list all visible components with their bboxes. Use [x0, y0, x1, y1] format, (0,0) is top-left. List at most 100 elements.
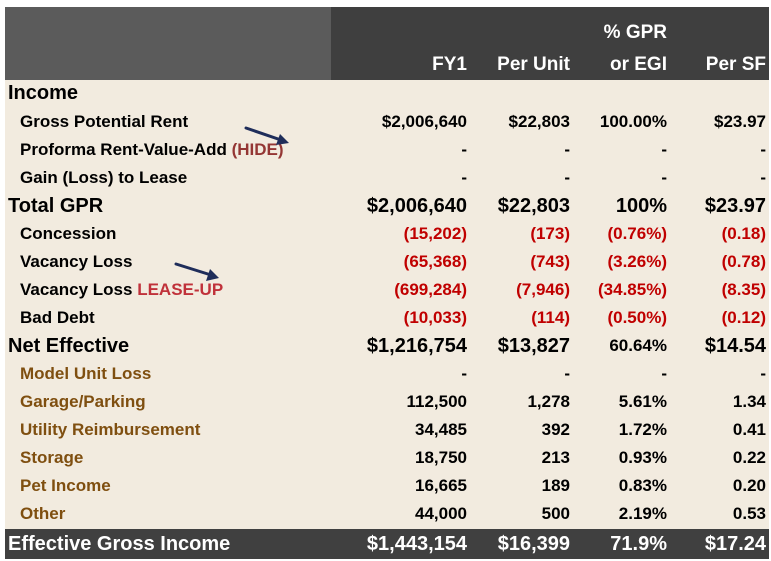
fy1-value: $2,006,640: [366, 195, 467, 217]
fy1-value: -: [461, 140, 467, 159]
section-row-income: Income: [5, 79, 769, 107]
per-unit-value: 500: [541, 504, 570, 523]
row-label: Gain (Loss) to Lease: [20, 168, 188, 187]
per-unit-value: $22,803: [508, 112, 570, 131]
row-label: Total GPR: [8, 195, 104, 217]
row-label: Concession: [20, 224, 117, 243]
pct-value: (0.50%): [607, 308, 667, 327]
per-unit-value: (7,946): [516, 280, 570, 299]
column-header-fy1: FY1: [432, 54, 467, 75]
table-row: Concession (15,202) (173) (0.76%) (0.18): [5, 220, 769, 248]
fy1-value: $1,216,754: [366, 335, 467, 357]
column-header-gpr-line2: or EGI: [609, 54, 667, 75]
total-row: Net Effective $1,216,754 $13,827 60.64% …: [5, 332, 769, 360]
column-header-per-sf: Per SF: [705, 54, 766, 75]
fy1-value: 34,485: [415, 420, 467, 439]
table-row: Model Unit Loss - - - -: [5, 360, 769, 388]
per-sf-value: -: [760, 140, 766, 159]
row-label: Effective Gross Income: [8, 533, 231, 555]
per-unit-value: (114): [531, 308, 570, 327]
fy1-value: $2,006,640: [381, 112, 467, 131]
pct-value: 100.00%: [599, 112, 667, 131]
column-header-gpr-line1: % GPR: [603, 22, 667, 43]
per-sf-value: 0.53: [732, 504, 766, 523]
table-row: Storage 18,750 213 0.93% 0.22: [5, 444, 769, 472]
pct-value: 60.64%: [609, 336, 667, 355]
pct-value: -: [661, 168, 667, 187]
row-label: Storage: [20, 448, 84, 467]
per-unit-value: (743): [530, 252, 570, 271]
row-label: Gross Potential Rent: [20, 112, 189, 131]
pct-value: 1.72%: [618, 420, 667, 439]
table-row: Vacancy Loss LEASE-UP (699,284) (7,946) …: [5, 276, 769, 304]
pct-value: 0.83%: [618, 476, 667, 495]
annotation-arrow-icon: [174, 262, 219, 281]
table-row: Proforma Rent-Value-Add (HIDE) - - - -: [5, 136, 769, 164]
row-label: Bad Debt: [20, 308, 95, 327]
fy1-value: 44,000: [415, 504, 467, 523]
row-label: Net Effective: [8, 335, 130, 357]
fy1-value: (65,368): [403, 252, 467, 271]
per-unit-value: $13,827: [497, 335, 570, 357]
table-row: Vacancy Loss (65,368) (743) (3.26%) (0.7…: [5, 248, 769, 276]
per-sf-value: -: [760, 168, 766, 187]
row-label: Garage/Parking: [20, 392, 146, 411]
fy1-value: 112,500: [406, 392, 467, 411]
pct-value: (3.26%): [607, 252, 667, 271]
header-columns-area: [331, 7, 769, 80]
fy1-value: (10,033): [403, 308, 467, 327]
pct-value: 5.61%: [618, 392, 667, 411]
footer-total-row: Effective Gross Income $1,443,154 $16,39…: [5, 529, 769, 559]
table-row: Pet Income 16,665 189 0.83% 0.20: [5, 472, 769, 500]
lease-up-tag: LEASE-UP: [137, 280, 224, 299]
pct-value: 2.19%: [618, 504, 667, 523]
per-sf-value: $23.97: [714, 112, 766, 131]
per-unit-value: 392: [541, 420, 570, 439]
per-sf-value: $17.24: [704, 533, 766, 555]
per-unit-value: 189: [541, 476, 570, 495]
row-label: Income: [8, 82, 79, 104]
row-label-text: Proforma Rent-Value-Add: [20, 140, 227, 159]
fy1-value: 16,665: [415, 476, 467, 495]
fy1-value: $1,443,154: [366, 533, 467, 555]
row-label: Pet Income: [20, 476, 111, 495]
header-label-area: [5, 7, 331, 80]
per-unit-value: $22,803: [497, 195, 570, 217]
pct-value: (0.76%): [607, 224, 667, 243]
per-sf-value: 0.22: [732, 448, 766, 467]
table-row: Gain (Loss) to Lease - - - -: [5, 164, 769, 192]
fy1-value: 18,750: [415, 448, 467, 467]
pct-value: 100%: [615, 195, 667, 217]
table-row: Gross Potential Rent $2,006,640 $22,803 …: [5, 108, 769, 136]
per-unit-value: (173): [530, 224, 570, 243]
row-label: Other: [20, 504, 66, 523]
table-row: Garage/Parking 112,500 1,278 5.61% 1.34: [5, 388, 769, 416]
per-unit-value: -: [564, 364, 570, 383]
pct-value: (34.85%): [598, 280, 667, 299]
per-sf-value: $23.97: [704, 195, 766, 217]
fy1-value: (699,284): [394, 280, 467, 299]
table-row: Other 44,000 500 2.19% 0.53: [5, 500, 769, 528]
per-unit-value: 213: [541, 448, 570, 467]
fy1-value: -: [461, 168, 467, 187]
row-label: Utility Reimbursement: [20, 420, 201, 439]
per-sf-value: 0.20: [732, 476, 766, 495]
annotation-arrow-icon: [244, 126, 289, 145]
per-unit-value: 1,278: [527, 392, 570, 411]
total-row: Total GPR $2,006,640 $22,803 100% $23.97: [5, 192, 769, 220]
row-label-text: Vacancy Loss: [20, 280, 133, 299]
per-sf-value: (0.12): [721, 308, 766, 327]
pct-value: -: [661, 140, 667, 159]
fy1-value: -: [461, 364, 467, 383]
per-sf-value: 0.41: [732, 420, 766, 439]
fy1-value: (15,202): [403, 224, 467, 243]
hide-tag: (HIDE): [231, 140, 284, 159]
proforma-income-table: FY1 Per Unit % GPR or EGI Per SF Income …: [5, 7, 769, 559]
row-label: Vacancy Loss: [20, 252, 133, 271]
row-label: Vacancy Loss LEASE-UP: [20, 276, 223, 304]
column-header-per-unit: Per Unit: [497, 54, 570, 75]
per-sf-value: (8.35): [721, 280, 766, 299]
per-unit-value: $16,399: [497, 533, 570, 555]
per-unit-value: -: [564, 168, 570, 187]
per-unit-value: -: [564, 140, 570, 159]
